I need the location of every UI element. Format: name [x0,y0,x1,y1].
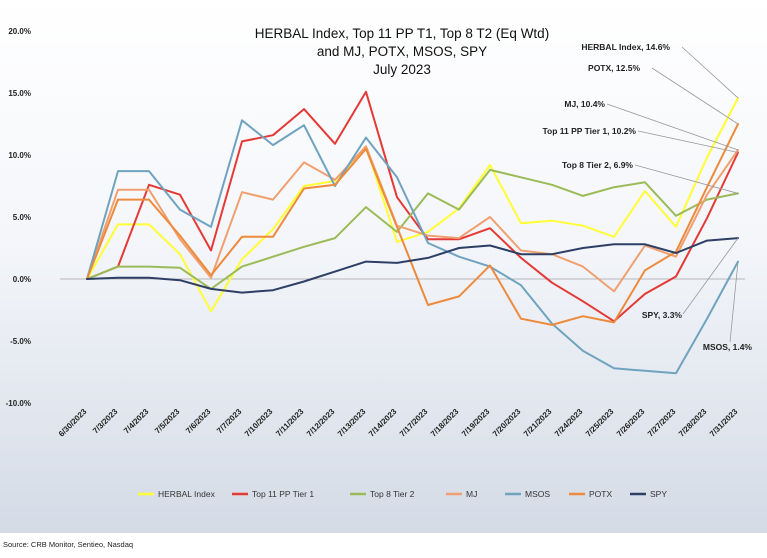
annotation-label-msos: MSOS, 1.4% [703,342,753,352]
annotation-label-spy: SPY, 3.3% [642,310,683,320]
y-tick-label: 15.0% [8,89,31,98]
title-line-3: July 2023 [373,62,431,77]
legend: HERBAL Index Top 11 PP Tier 1 Top 8 Tier 2… [138,489,667,499]
series-line-top-8-tier-2 [86,168,739,290]
legend-label-spy: SPY [650,489,667,499]
series-line-potx [86,123,739,326]
series-line-msos [86,119,739,375]
annotation-leader-top-8-tier-2 [634,164,739,194]
series-line-spy [86,237,739,294]
annotation-label-herbal-index: HERBAL Index, 14.6% [581,42,670,52]
annotation-label-top-11-pp-tier-1: Top 11 PP Tier 1, 10.2% [542,126,636,136]
series-line-top-11-pp-tier-1 [86,90,739,323]
y-tick-label: 5.0% [13,213,31,222]
title-line-2: and MJ, POTX, MSOS, SPY [317,44,487,59]
annotation-leader-msos [729,261,739,343]
series-lines [86,90,739,375]
legend-label-potx: POTX [589,489,612,499]
annotation-leader-herbal-index [681,46,739,99]
legend-label-mj: MJ [466,489,477,499]
annotation-leader-spy [682,237,739,315]
y-axis: 20.0% 15.0% 10.0% 5.0% 0.0% -5.0% -10.0% [6,27,31,408]
series-line-herbal-index [86,97,739,313]
annotation-label-potx: POTX, 12.5% [588,63,640,73]
annotation-label-top-8-tier-2: Top 8 Tier 2, 6.9% [562,160,633,170]
series-line-mj [86,145,739,293]
y-tick-label: 20.0% [8,27,31,36]
annotation-leader-top-11-pp-tier-1 [637,130,739,153]
y-tick-label: -10.0% [6,399,31,408]
title-line-1: HERBAL Index, Top 11 PP T1, Top 8 T2 (Eq… [255,26,549,41]
y-tick-label: 0.0% [13,275,31,284]
chart-title: HERBAL Index, Top 11 PP T1, Top 8 T2 (Eq… [255,26,549,77]
annotation-leader-mj [606,103,739,151]
source-note: Source: CRB Monitor, Sentieo, Nasdaq [3,540,134,549]
legend-label-top-11-pp-tier-1: Top 11 PP Tier 1 [252,489,314,499]
annotations: HERBAL Index, 14.6% POTX, 12.5% MJ, 10.4% T… [542,42,752,352]
legend-label-herbal-index: HERBAL Index [158,489,216,499]
legend-label-top-8-tier-2: Top 8 Tier 2 [370,489,415,499]
y-tick-label: -5.0% [10,337,31,346]
annotation-label-mj: MJ, 10.4% [564,99,605,109]
y-tick-label: 10.0% [8,151,31,160]
legend-label-msos: MSOS [525,489,550,499]
annotation-leader-potx [651,67,739,125]
